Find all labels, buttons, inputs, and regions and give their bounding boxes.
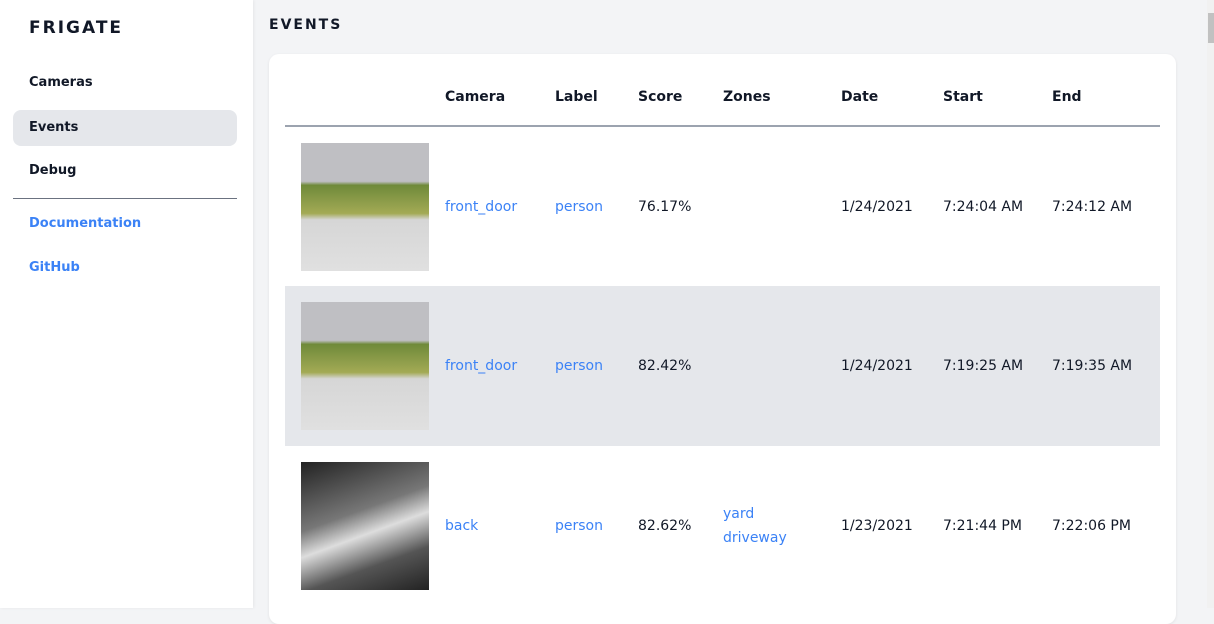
date: 1/23/2021: [841, 518, 913, 534]
scrollbar[interactable]: [1207, 0, 1214, 608]
table-row[interactable]: front_door person 76.17% 1/24/2021 7:24:…: [285, 126, 1160, 286]
table-row[interactable]: back person 82.62% yard driveway 1/23/202…: [285, 446, 1160, 606]
start-time: 7:24:04 AM: [943, 198, 1024, 215]
header-end: End: [1052, 54, 1160, 127]
header-thumbnail: [285, 54, 445, 127]
event-thumbnail[interactable]: [301, 302, 429, 430]
sidebar: FRIGATE Cameras Events Debug Documentati…: [0, 0, 253, 608]
header-label: Label: [555, 54, 638, 127]
header-score: Score: [638, 54, 723, 127]
events-card: Camera Label Score Zones Date Start End …: [269, 54, 1176, 624]
events-table: Camera Label Score Zones Date Start End …: [285, 54, 1160, 606]
date: 1/24/2021: [841, 286, 943, 446]
header-date: Date: [841, 54, 943, 127]
event-thumbnail[interactable]: [301, 462, 429, 590]
end-time: 7:19:35 AM: [1052, 286, 1160, 446]
date: 1/24/2021: [841, 198, 913, 215]
page-title: EVENTS: [269, 17, 343, 33]
score: 82.42%: [638, 286, 723, 446]
scrollbar-thumb[interactable]: [1208, 13, 1214, 43]
header-start: Start: [943, 54, 1052, 127]
sidebar-item-cameras[interactable]: Cameras: [29, 75, 93, 90]
camera-link[interactable]: front_door: [445, 198, 518, 215]
link-documentation[interactable]: Documentation: [29, 216, 142, 231]
label-link[interactable]: person: [555, 518, 603, 534]
sidebar-item-events[interactable]: Events: [13, 110, 237, 146]
table-row[interactable]: front_door person 82.42% 1/24/2021 7:19:…: [285, 286, 1160, 446]
start-time: 7:19:25 AM: [943, 286, 1052, 446]
sidebar-item-debug[interactable]: Debug: [29, 163, 77, 178]
end-time: 7:24:12 AM: [1052, 198, 1133, 215]
label-link[interactable]: person: [555, 358, 603, 374]
zone-link[interactable]: driveway: [723, 530, 787, 546]
zone-link[interactable]: yard: [723, 506, 755, 522]
header-camera: Camera: [445, 54, 555, 127]
score: 76.17%: [638, 198, 692, 215]
camera-link[interactable]: front_door: [445, 358, 518, 374]
header-zones: Zones: [723, 54, 841, 127]
start-time: 7:21:44 PM: [943, 518, 1022, 534]
sidebar-divider: [13, 198, 237, 199]
end-time: 7:22:06 PM: [1052, 518, 1131, 534]
event-thumbnail[interactable]: [301, 142, 429, 271]
label-link[interactable]: person: [555, 198, 603, 215]
camera-link[interactable]: back: [445, 518, 479, 534]
link-github[interactable]: GitHub: [29, 260, 80, 275]
brand-logo: FRIGATE: [29, 18, 124, 38]
score: 82.62%: [638, 518, 692, 534]
